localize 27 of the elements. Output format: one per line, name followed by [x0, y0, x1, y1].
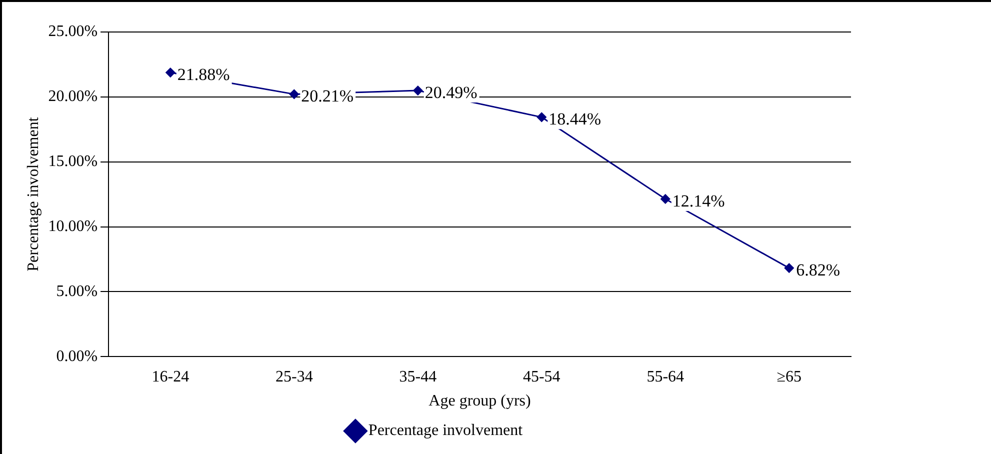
data-label: 18.44%	[548, 110, 602, 129]
y-tick-label: 0.00%	[56, 348, 98, 365]
data-label: 20.49%	[424, 83, 478, 102]
legend-label: Percentage involvement	[368, 422, 524, 440]
point	[536, 112, 546, 122]
x-tick-label: ≥65	[776, 368, 802, 386]
x-axis-title: Age group (yrs)	[428, 392, 531, 410]
y-tick-label: 10.00%	[48, 218, 98, 235]
x-tick-label: 16-24	[152, 368, 190, 386]
y-tick-label: 5.00%	[56, 282, 98, 300]
point	[289, 89, 299, 99]
point	[784, 263, 794, 273]
point	[660, 194, 670, 204]
y-tick-label: 20.00%	[48, 88, 98, 106]
point	[413, 86, 423, 96]
data-label: 6.82%	[796, 260, 840, 280]
data-label: 21.88%	[177, 64, 230, 84]
y-tick-label: 25.00%	[48, 23, 98, 40]
y-axis-title: Percentage involvement	[24, 116, 42, 272]
x-tick-label: 25-34	[275, 368, 313, 386]
data-label: 20.21%	[301, 86, 354, 106]
point	[166, 68, 176, 78]
data-label: 12.14%	[672, 191, 725, 210]
x-tick-label: 35-44	[399, 368, 437, 386]
x-tick-label: 45-54	[522, 368, 560, 386]
y-tick-label: 15.00%	[48, 153, 98, 170]
x-tick-label: 55-64	[646, 368, 684, 386]
